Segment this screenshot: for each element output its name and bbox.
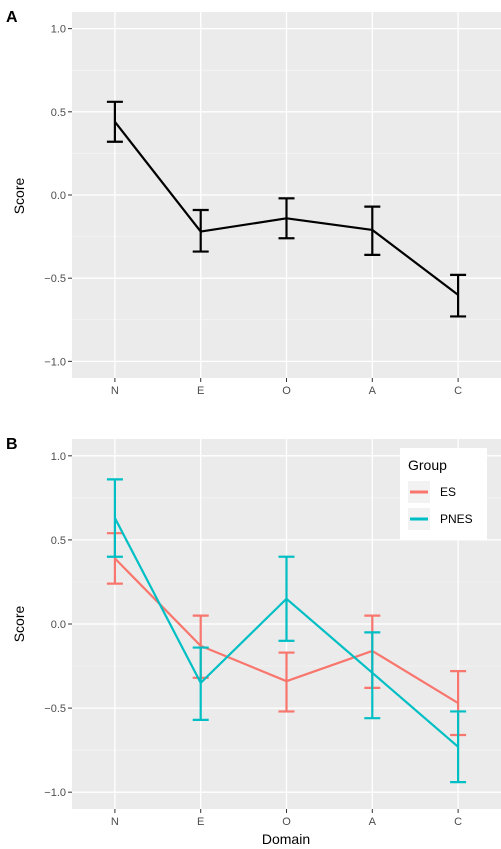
x-tick-label: E — [197, 816, 204, 828]
error-bar — [450, 273, 467, 318]
y-tick-label: −1.0 — [44, 356, 66, 368]
x-tick-label: C — [454, 385, 462, 397]
y-tick-label: 1.0 — [51, 451, 66, 463]
y-tick-label: 1.0 — [51, 24, 66, 36]
y-tick-label: 0.5 — [51, 107, 66, 119]
panel-a-gridlines — [72, 12, 501, 378]
x-tick-label: C — [454, 816, 462, 828]
legend-title: Group — [408, 457, 447, 473]
panel-a-y-axis-title: Score — [11, 178, 27, 215]
y-tick-label: −0.5 — [44, 273, 66, 285]
panel-a: A −1.0 −0.5 0.0 0.5 1.0 N E O A C Score — [6, 9, 501, 397]
x-tick-label: A — [369, 385, 377, 397]
y-tick-label: 0.5 — [51, 535, 66, 547]
panel-a-y-axis: −1.0 −0.5 0.0 0.5 1.0 — [44, 24, 72, 368]
y-tick-label: 0.0 — [51, 190, 66, 202]
x-tick-label: N — [111, 385, 119, 397]
error-bar — [364, 631, 381, 720]
series-score — [106, 100, 467, 318]
panel-a-marks — [106, 100, 467, 318]
y-tick-label: −0.5 — [44, 703, 66, 715]
series-pnes — [106, 478, 467, 784]
panel-b-tag: B — [6, 436, 18, 453]
legend: Group ES PNES — [400, 448, 487, 540]
y-tick-label: 0.0 — [51, 619, 66, 631]
panel-b-y-axis: −1.0 −0.5 0.0 0.5 1.0 — [44, 451, 72, 799]
x-tick-label: A — [369, 816, 377, 828]
panel-b-y-axis-title: Score — [11, 606, 27, 643]
x-tick-label: N — [111, 816, 119, 828]
panel-b-marks — [106, 478, 467, 784]
panel-b: B −1.0 −0.5 0.0 0.5 1.0 N E O A C Score Domain G… — [6, 436, 501, 847]
x-tick-label: E — [197, 385, 204, 397]
legend-label-pnes: PNES — [440, 512, 473, 526]
x-tick-label: O — [282, 816, 291, 828]
panel-b-x-axis-title: Domain — [262, 831, 310, 847]
y-tick-label: −1.0 — [44, 787, 66, 799]
panel-a-tag: A — [6, 9, 18, 26]
legend-label-es: ES — [440, 485, 456, 499]
x-tick-label: O — [282, 385, 291, 397]
